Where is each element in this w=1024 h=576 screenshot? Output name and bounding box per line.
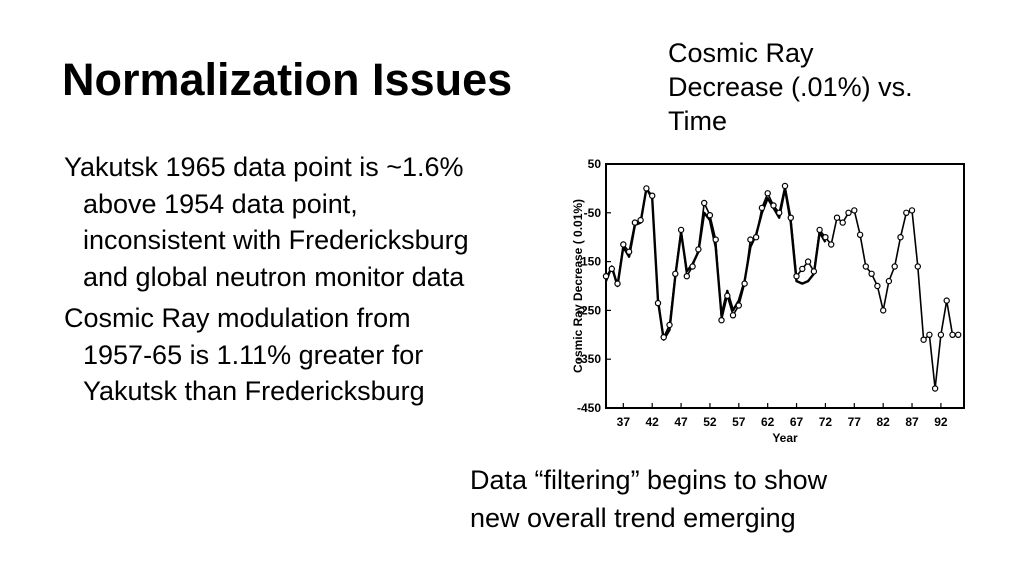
data-point [816, 226, 823, 234]
x-tick-label: 72 [819, 415, 833, 429]
data-point [787, 214, 794, 221]
data-point [851, 207, 858, 214]
data-point [672, 270, 679, 278]
data-point [648, 192, 656, 199]
data-point [752, 233, 760, 241]
data-point [903, 209, 910, 217]
data-point [874, 282, 881, 290]
data-point [914, 263, 921, 270]
data-point [770, 202, 777, 209]
y-tick-label: 50 [588, 157, 602, 171]
data-point [833, 214, 841, 221]
chart-ticks: 37 42 47 52 57 62 67 72 77 82 87 92 50 -50 -150 -250 -35… [577, 157, 948, 429]
data-point [666, 321, 673, 329]
data-point [856, 231, 864, 239]
series-line-1 [604, 187, 827, 341]
data-point [775, 209, 783, 217]
y-tick-label: -350 [577, 352, 601, 366]
data-point [700, 199, 708, 207]
x-tick-label: 82 [876, 415, 890, 429]
x-tick-label: 77 [848, 415, 862, 429]
data-point [931, 385, 939, 392]
data-point [637, 216, 644, 224]
data-point [862, 263, 869, 270]
data-point [926, 331, 933, 338]
data-point [718, 316, 725, 324]
y-axis-title: Cosmic Ray Decrease ( 0.01%) [571, 199, 585, 373]
cosmic-ray-chart: 37 42 47 52 57 62 67 72 77 82 87 92 50 -50 -150 -250 -35… [571, 157, 965, 445]
data-point [608, 265, 616, 273]
data-point [631, 219, 639, 226]
chart-frame [605, 163, 965, 409]
data-point [654, 299, 662, 307]
data-point [706, 212, 714, 219]
data-point [781, 182, 789, 190]
bullet-text: Yakutsk 1965 data point is ~1.6% above 1… [64, 152, 469, 292]
data-point [724, 292, 731, 299]
x-tick-label: 87 [905, 415, 919, 429]
data-point [845, 209, 852, 217]
data-point [799, 265, 806, 273]
series-line-2 [605, 185, 959, 390]
data-point [689, 263, 696, 270]
x-tick-label: 57 [732, 415, 746, 429]
data-point [614, 280, 621, 287]
data-point [804, 258, 812, 265]
data-point [764, 190, 771, 197]
data-point [937, 331, 945, 338]
bullet-item: Cosmic Ray modulation from 1957-65 is 1.… [64, 300, 479, 410]
data-point [747, 236, 754, 243]
data-point [955, 331, 962, 338]
x-tick-label: 42 [646, 415, 660, 429]
data-point [758, 204, 766, 212]
data-point [880, 307, 887, 314]
plot-frame [605, 163, 965, 409]
data-point [741, 280, 748, 287]
data-point [908, 207, 916, 214]
data-point [868, 270, 875, 278]
slide-title: Normalization Issues [62, 54, 513, 105]
data-point [625, 248, 633, 256]
bullet-item: Yakutsk 1965 data point is ~1.6% above 1… [64, 149, 479, 295]
x-tick-label: 47 [674, 415, 688, 429]
data-point [810, 268, 818, 275]
x-tick-label: 52 [703, 415, 717, 429]
data-point [602, 272, 610, 280]
data-point [712, 236, 719, 243]
data-point [949, 331, 956, 338]
data-point [793, 272, 800, 280]
data-point [885, 277, 893, 285]
bullet-text: Cosmic Ray modulation from 1957-65 is 1.… [64, 303, 425, 406]
data-point [839, 219, 846, 226]
chart-caption: Cosmic Ray Decrease (.01%) vs. Time [668, 38, 913, 136]
x-axis-title: Year [772, 431, 798, 445]
y-tick-label: -150 [577, 255, 601, 269]
data-point [891, 263, 898, 270]
x-tick-label: 37 [617, 415, 631, 429]
data-point [828, 241, 835, 248]
data-point [643, 185, 650, 192]
data-point [920, 336, 927, 343]
data-point [943, 297, 950, 304]
data-point [735, 302, 742, 309]
data-point [683, 272, 691, 280]
y-tick-label: -250 [577, 303, 601, 317]
data-point [822, 233, 829, 241]
data-point [620, 241, 627, 248]
filtering-note: Data “filtering” begins to show new over… [470, 465, 828, 533]
data-point [695, 246, 702, 253]
x-tick-label: 62 [761, 415, 775, 429]
bullet-list: Yakutsk 1965 data point is ~1.6% above 1… [64, 149, 479, 415]
x-tick-label: 67 [790, 415, 804, 429]
y-tick-label: -450 [577, 401, 601, 415]
y-tick-label: -50 [584, 206, 602, 220]
data-point [729, 312, 737, 319]
data-point [897, 233, 904, 241]
chart-series [602, 182, 962, 392]
data-point [677, 226, 685, 234]
data-point [660, 333, 667, 341]
x-tick-label: 92 [934, 415, 948, 429]
